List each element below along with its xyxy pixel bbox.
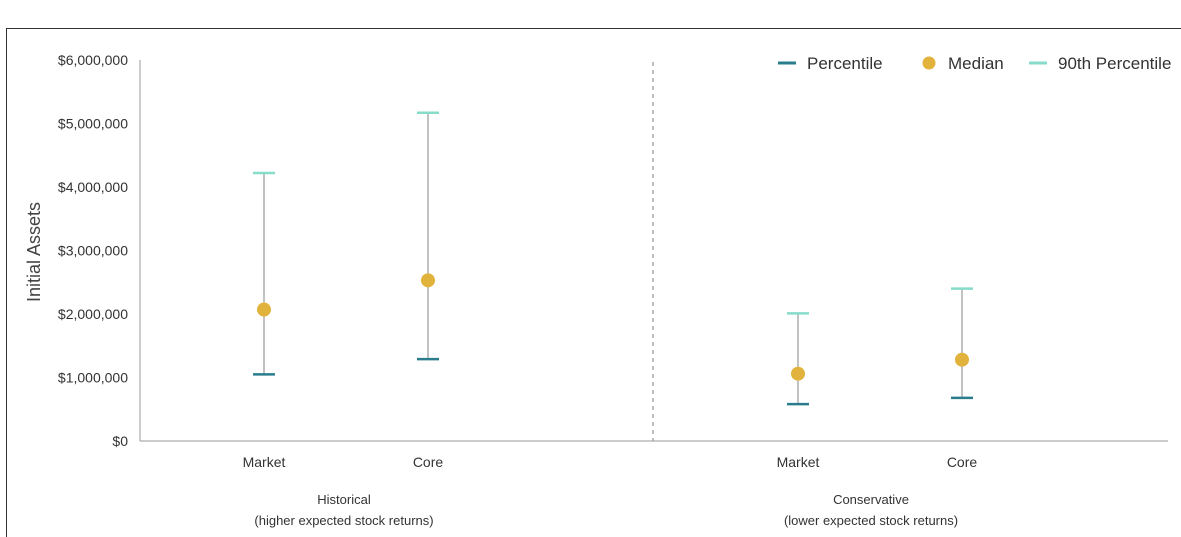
legend: Percentile Median 90th Percentile [778, 54, 1171, 73]
y-axis-label: Initial Assets [24, 202, 44, 302]
median-point [955, 352, 969, 367]
y-tick-label: $2,000,000 [58, 306, 128, 322]
chart-marks [253, 111, 973, 406]
legend-percentile-label: Percentile [807, 54, 883, 73]
y-axis-ticks: $0 $1,000,000 $2,000,000 $3,000,000 $4,000,0… [58, 52, 128, 449]
category-label: Market [777, 454, 820, 470]
y-tick-label: $4,000,000 [58, 179, 128, 195]
median-point [791, 366, 805, 381]
group-label-title: Historical [317, 492, 371, 507]
y-tick-label: $5,000,000 [58, 116, 128, 132]
group-label-subtitle: (lower expected stock returns) [784, 513, 958, 528]
legend-median-swatch [922, 56, 936, 70]
group-label-subtitle: (higher expected stock returns) [254, 513, 433, 528]
y-tick-label: $0 [112, 433, 128, 449]
chart-frame [6, 28, 1181, 537]
y-tick-label: $6,000,000 [58, 52, 128, 68]
category-label: Core [413, 454, 444, 470]
y-tick-label: $3,000,000 [58, 243, 128, 259]
category-label: Core [947, 454, 978, 470]
median-point [257, 302, 271, 317]
category-label: Market [243, 454, 286, 470]
y-tick-label: $1,000,000 [58, 370, 128, 386]
category-labels: Market Core Market Core [243, 454, 978, 470]
group-labels: Historical (higher expected stock returns… [254, 492, 958, 528]
group-label-title: Conservative [833, 492, 909, 507]
legend-median-label: Median [948, 54, 1004, 73]
legend-90th-label: 90th Percentile [1058, 54, 1171, 73]
median-point [421, 273, 435, 288]
